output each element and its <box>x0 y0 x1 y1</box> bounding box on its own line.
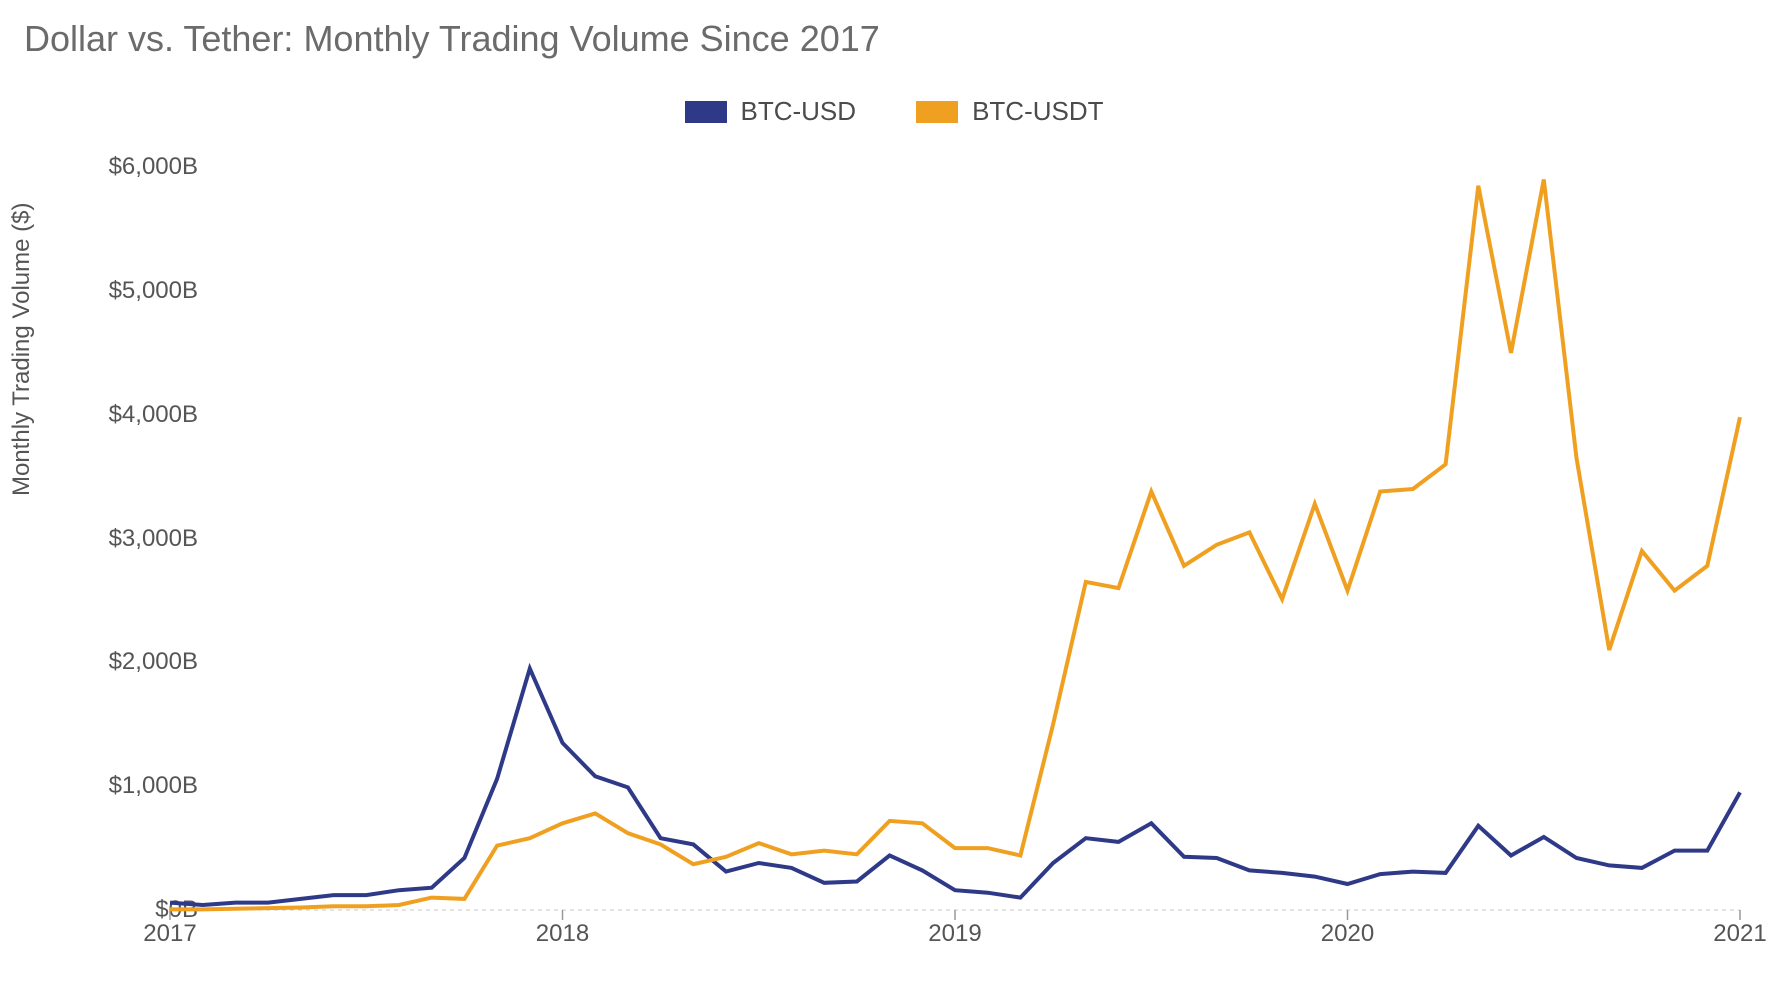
x-tick-label: 2021 <box>1713 920 1766 948</box>
legend-item-btc-usdt: BTC-USDT <box>916 96 1103 127</box>
series-line-btc-usd <box>170 669 1740 905</box>
legend-label-btc-usdt: BTC-USDT <box>972 96 1103 127</box>
legend-item-btc-usd: BTC-USD <box>685 96 857 127</box>
chart-container: Dollar vs. Tether: Monthly Trading Volum… <box>0 0 1788 992</box>
legend: BTC-USD BTC-USDT <box>0 96 1788 127</box>
legend-swatch-btc-usdt <box>916 101 958 123</box>
x-tick-label: 2018 <box>536 920 589 948</box>
x-tick-label: 2019 <box>928 920 981 948</box>
chart-title: Dollar vs. Tether: Monthly Trading Volum… <box>24 18 880 60</box>
x-tick-label: 2017 <box>143 920 196 948</box>
plot-area <box>170 130 1740 910</box>
legend-label-btc-usd: BTC-USD <box>741 96 857 127</box>
y-axis-label: Monthly Trading Volume ($) <box>8 203 36 496</box>
series-line-btc-usdt <box>170 180 1740 910</box>
x-tick-label: 2020 <box>1321 920 1374 948</box>
legend-swatch-btc-usd <box>685 101 727 123</box>
plot-svg <box>170 130 1740 910</box>
